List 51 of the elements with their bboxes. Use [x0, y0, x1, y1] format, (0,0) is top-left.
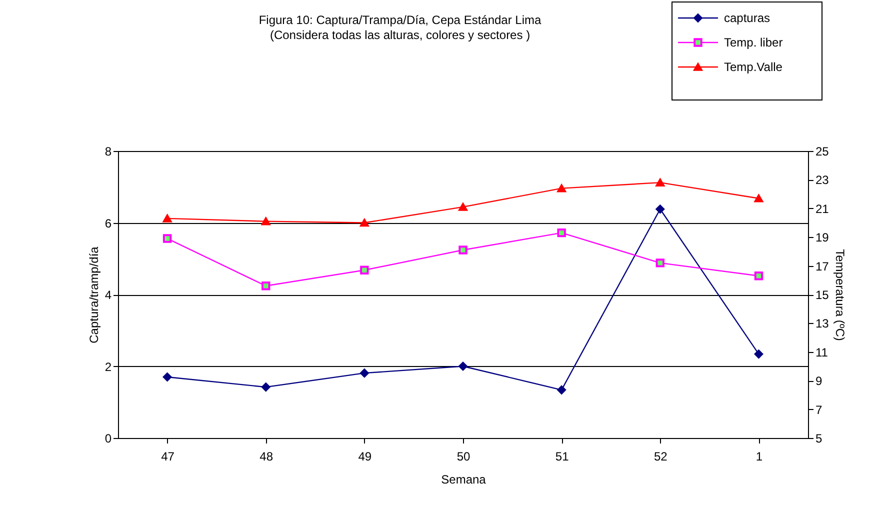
y-tick-label: 6 — [104, 216, 112, 230]
y-axis-title: Captura/tramp/día — [86, 246, 101, 344]
x-tick-label: 1 — [756, 450, 763, 464]
y2-tick-label: 17 — [816, 259, 830, 274]
y-tick-label: 4 — [104, 288, 112, 302]
point — [754, 271, 764, 280]
x-tick-label: 49 — [358, 450, 372, 464]
y2-tick-label: 25 — [816, 144, 830, 158]
point — [458, 362, 468, 371]
y2-tick-label: 11 — [816, 345, 828, 360]
point — [557, 228, 566, 238]
point — [557, 386, 566, 394]
x-tick-label: 48 — [260, 450, 274, 464]
point — [656, 204, 664, 214]
point — [754, 350, 764, 358]
point — [656, 178, 664, 186]
point — [754, 194, 764, 202]
legend-label: capturas — [724, 11, 770, 25]
point — [162, 372, 172, 382]
x-tick-label: 52 — [654, 450, 668, 464]
y2-tick-label: 13 — [816, 316, 830, 331]
x-tick-label: 51 — [555, 450, 570, 464]
chart-title: Figura 10: Captura/Trampa/Día, Cepa Estándar Lima (Considera todas las alturas, colores y sectores ) — [258, 13, 542, 42]
point — [162, 214, 172, 222]
point — [656, 258, 664, 268]
point — [162, 234, 172, 243]
point — [360, 368, 369, 378]
point — [458, 203, 468, 211]
y2-tick-label: 19 — [816, 230, 830, 245]
legend-label: Temp. liber — [724, 36, 783, 50]
legend-label: Temp.Valle — [724, 60, 783, 74]
point — [360, 218, 369, 227]
x-tick-label: 50 — [456, 450, 470, 464]
x-axis-title: Semana — [441, 472, 486, 486]
y2-tick-label: 15 — [816, 288, 830, 302]
y2-axis-title: Temperatura (ºC) — [832, 249, 847, 341]
point — [262, 382, 270, 392]
y-tick-label: 2 — [104, 360, 112, 374]
y2-tick-label: 5 — [816, 432, 822, 446]
point — [458, 246, 468, 254]
y-tick-label: 8 — [104, 144, 112, 158]
y2-tick-label: 7 — [816, 402, 822, 417]
y2-tick-label: 23 — [816, 173, 830, 188]
point — [262, 217, 270, 226]
y-tick-label: 0 — [104, 432, 112, 446]
x-tick-label: 47 — [161, 450, 175, 464]
point — [557, 184, 566, 192]
y2-tick-label: 21 — [816, 202, 830, 216]
point — [360, 266, 369, 274]
y2-tick-label: 9 — [816, 374, 822, 388]
point — [262, 282, 270, 290]
